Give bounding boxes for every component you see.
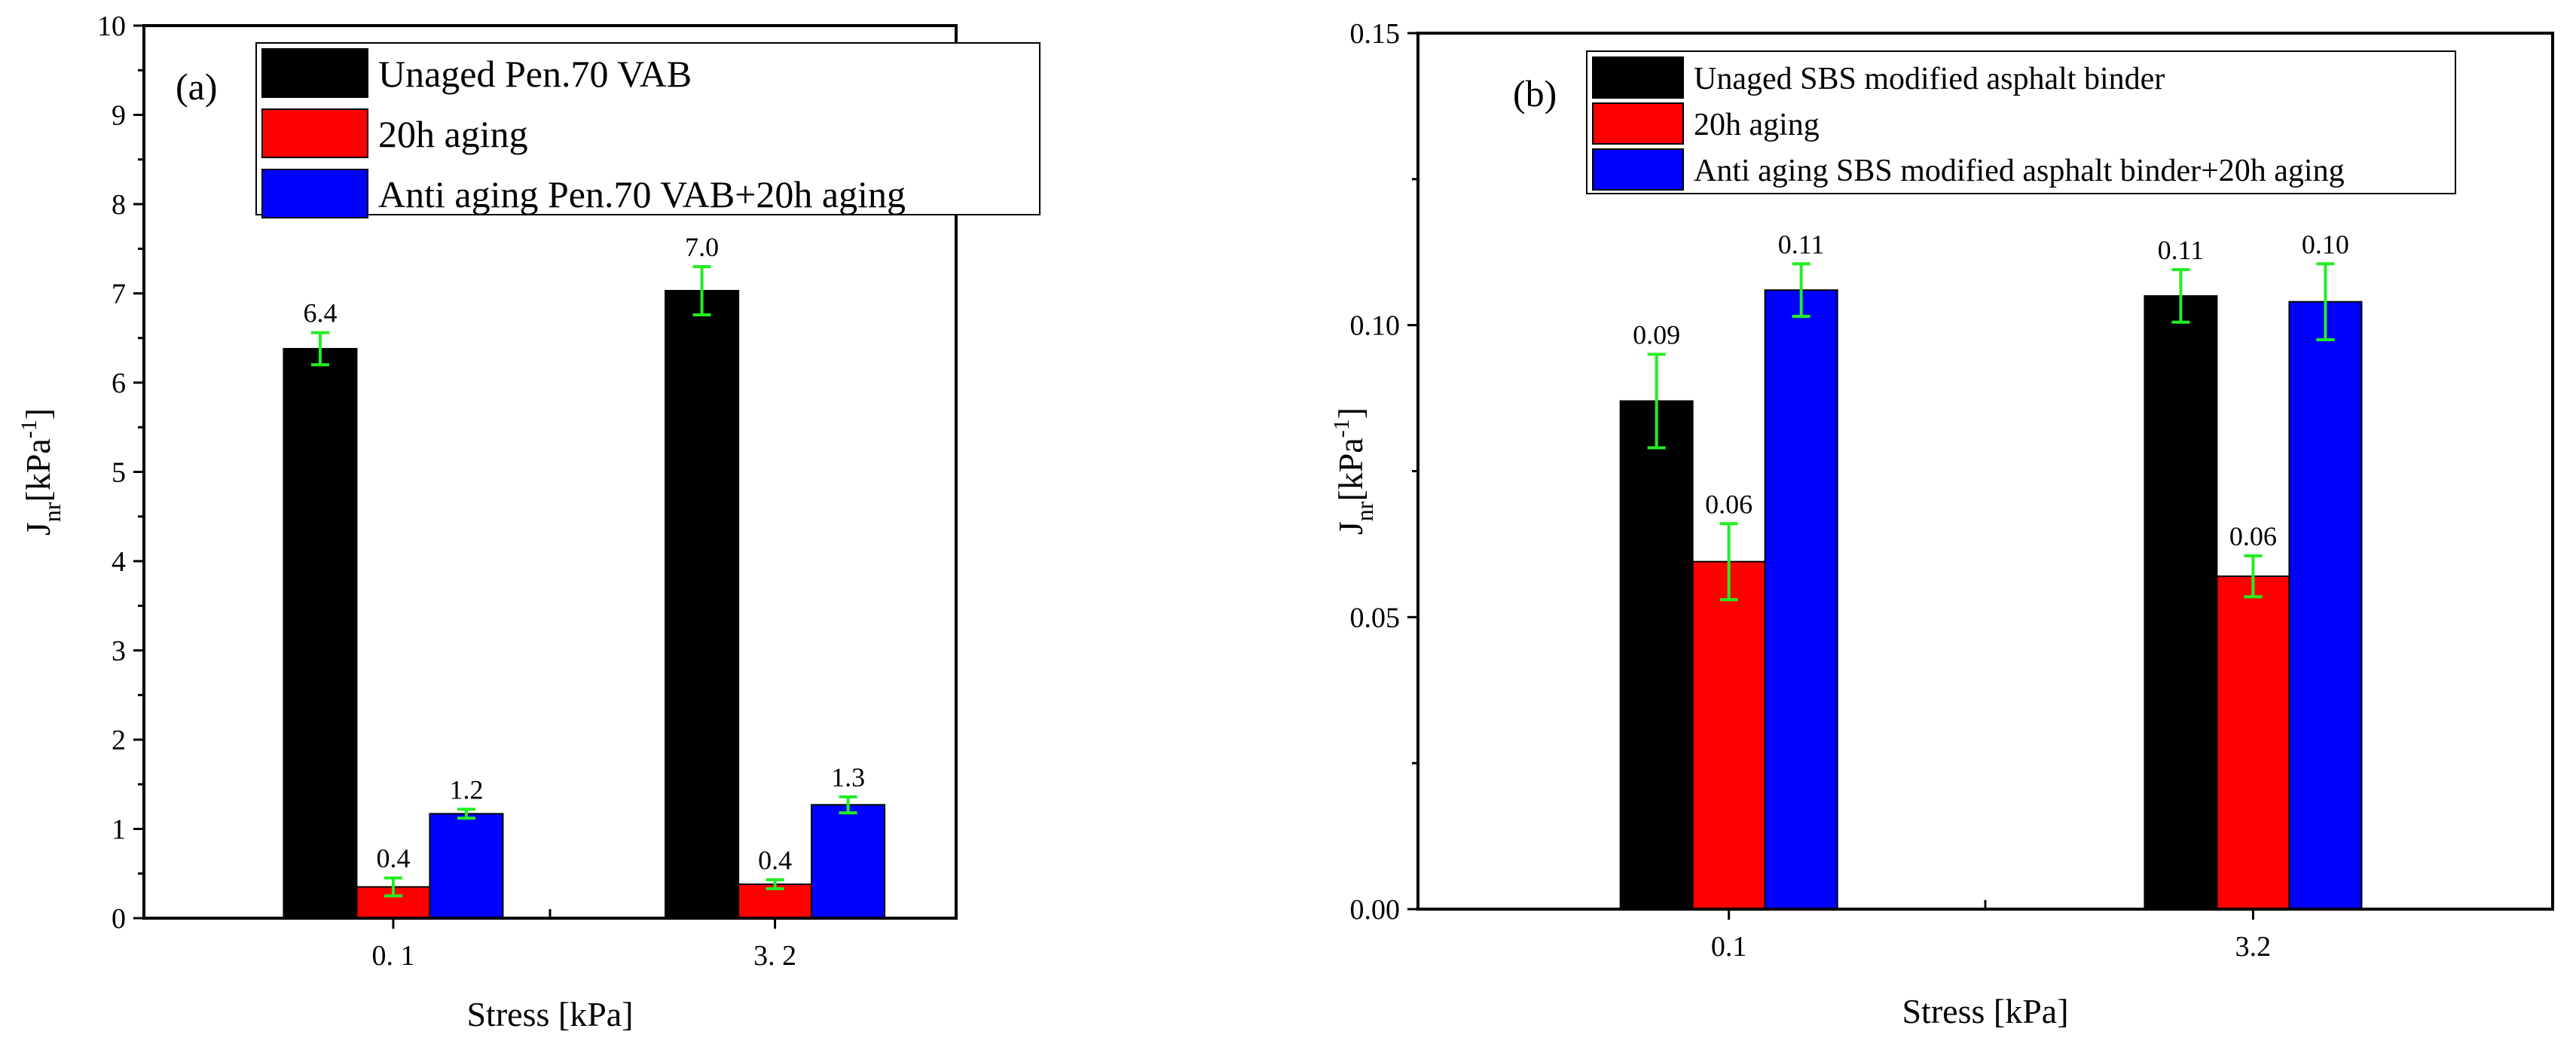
legend-swatch (261, 169, 368, 218)
data-label: 0.4 (376, 844, 410, 874)
error-bar (310, 331, 329, 367)
data-label: 0.06 (2229, 521, 2277, 551)
x-tick-label: 3. 2 (753, 940, 796, 972)
bar-anti-aging-pen-70-vab-20h-aging-1 (811, 804, 886, 919)
data-label: 0.4 (758, 845, 792, 875)
chart-panel-b: 0.09 0.06 0.11 0.1 0.11 0.06 0.10 3.2 0.00 0.05 0.… (1329, 18, 2554, 1030)
error-bar (1647, 353, 1666, 450)
bar-anti-aging-sbs-modified-asphalt-binder-20h-aging-1 (2288, 301, 2363, 910)
legend-entry-label: Anti aging Pen.70 VAB+20h aging (378, 173, 906, 215)
y-tick-label: 4 (112, 546, 126, 578)
legend-swatch (1592, 102, 1684, 145)
y-axis-title-part: nr (1351, 501, 1378, 521)
bar-anti-aging-pen-70-vab-20h-aging-0 (429, 813, 504, 919)
y-axis-title-part: -1 (17, 420, 41, 438)
y-axis-title: Jnr[kPa-1] (17, 408, 66, 536)
data-label: 0.11 (2158, 235, 2205, 265)
data-label: 6.4 (303, 298, 337, 328)
x-axis-title: Stress [kPa] (1902, 992, 2068, 1030)
legend-swatch (261, 48, 368, 98)
plot-frame (142, 24, 958, 920)
error-bar (1792, 262, 1811, 319)
bar-anti-aging-sbs-modified-asphalt-binder-20h-aging-0 (1764, 289, 1838, 910)
y-tick-label: 0 (112, 903, 126, 935)
legend-box (1586, 50, 2456, 194)
legend-swatch (261, 108, 368, 158)
y-axis-title-part: [kPa (1331, 438, 1370, 501)
data-label: 0.09 (1633, 319, 1680, 349)
error-bar (383, 876, 402, 898)
error-bar (765, 878, 784, 890)
data-label: 0.11 (1778, 229, 1825, 259)
x-tick-label: 0.1 (1711, 931, 1747, 963)
y-axis-title-part: J (19, 522, 57, 536)
legend-swatch (1592, 56, 1684, 99)
y-tick-label: 10 (97, 11, 126, 42)
bar-unaged-sbs-modified-asphalt-binder-0 (1619, 400, 1694, 910)
y-tick-label: 0.10 (1350, 310, 1401, 342)
y-axis-title-part: [kPa (19, 438, 57, 502)
data-label: 1.2 (449, 774, 483, 804)
data-label: 0.06 (1705, 489, 1752, 519)
error-bar (692, 264, 711, 316)
x-tick-label: 0. 1 (371, 940, 414, 972)
error-bar (2171, 268, 2190, 324)
panel-label: (a) (176, 66, 218, 108)
y-tick-label: 3 (112, 636, 126, 667)
x-axis-title: Stress [kPa] (466, 995, 633, 1033)
error-bar (2244, 554, 2263, 599)
panel-label: (b) (1513, 72, 1557, 114)
legend: Unaged SBS modified asphalt binder 20h ag… (1586, 50, 2456, 194)
legend-box (255, 42, 1040, 215)
y-axis-title-part: nr (38, 502, 66, 522)
y-tick-label: 0.00 (1350, 894, 1401, 926)
bar-20h-aging-0 (1691, 560, 1766, 911)
y-tick-label: 5 (112, 457, 126, 489)
y-tick-label: 1 (112, 814, 126, 846)
y-tick-label: 6 (112, 368, 126, 399)
data-label: 7.0 (685, 232, 719, 262)
legend-entry-label: 20h aging (378, 113, 528, 155)
legend-entry-label: Anti aging SBS modified asphalt binder+2… (1694, 154, 2345, 188)
error-bar (1719, 522, 1738, 602)
y-axis-title: Jnr[kPa-1] (1329, 407, 1378, 535)
legend-entry-label: Unaged SBS modified asphalt binder (1694, 62, 2165, 96)
legend-swatch (1592, 148, 1684, 191)
y-axis-title-part: -1 (1329, 419, 1354, 438)
y-axis-title-part: J (1331, 521, 1370, 535)
y-tick-label: 8 (112, 189, 126, 221)
y-axis-title-part: ] (1331, 407, 1370, 419)
bar-unaged-sbs-modified-asphalt-binder-1 (2144, 295, 2218, 910)
chart-panel-a: 6.4 0.4 1.2 0. 1 7.0 0.4 1.3 3. 2 0 1 2 3 4 5 6 7 8 9 10 Un… (17, 11, 1040, 1033)
data-label: 0.10 (2302, 229, 2349, 259)
y-tick-label: 0.05 (1350, 602, 1401, 633)
legend-entry-label: Unaged Pen.70 VAB (378, 53, 692, 95)
plot-frame (1416, 32, 2554, 911)
data-label: 1.3 (831, 762, 865, 792)
legend-entry-label: 20h aging (1694, 108, 1820, 142)
y-tick-label: 9 (112, 100, 126, 132)
y-tick-label: 2 (112, 725, 126, 756)
error-bar (839, 795, 857, 815)
x-tick-label: 3.2 (2235, 931, 2272, 963)
legend: Unaged Pen.70 VAB 20h aging Anti aging Pen… (255, 42, 1040, 218)
y-tick-label: 0.15 (1350, 18, 1401, 50)
bar-unaged-pen-70-vab-1 (665, 289, 740, 919)
y-tick-label: 7 (112, 279, 126, 310)
bar-20h-aging-1 (2216, 575, 2290, 910)
bar-unaged-pen-70-vab-0 (283, 347, 358, 920)
error-bar (457, 807, 475, 820)
error-bar (2316, 262, 2335, 342)
y-axis-title-part: ] (19, 408, 57, 420)
